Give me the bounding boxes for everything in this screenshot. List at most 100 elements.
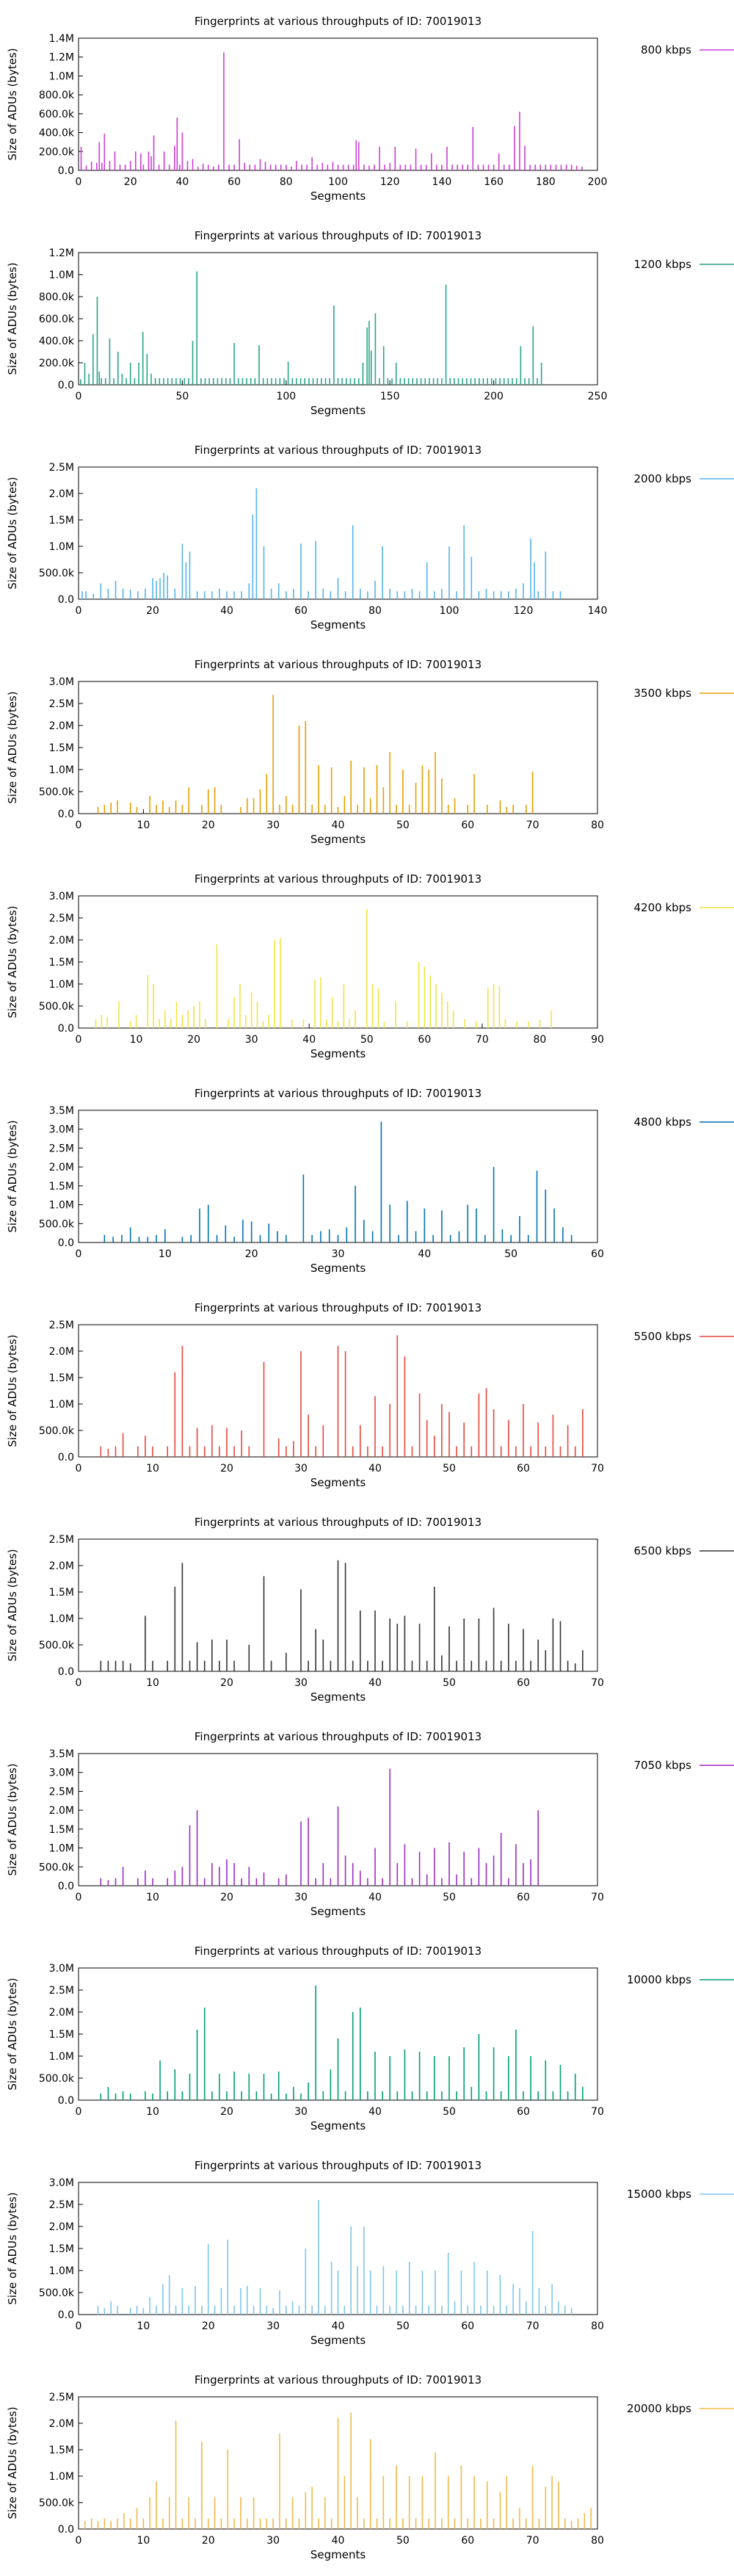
y-tick-label: 200.0k (39, 146, 75, 158)
chart-panel: Fingerprints at various throughputs of I… (0, 2144, 734, 2359)
y-axis-label: Size of ADUs (bytes) (6, 1763, 19, 1875)
y-tick-label: 500.0k (39, 2073, 75, 2085)
x-tick-label: 20 (124, 176, 137, 188)
y-axis-label: Size of ADUs (bytes) (6, 1120, 19, 1232)
x-axis-label: Segments (310, 2548, 366, 2561)
y-tick-label: 2.5M (49, 462, 74, 474)
x-tick-label: 50 (443, 1463, 456, 1475)
x-tick-label: 50 (360, 1034, 374, 1046)
x-tick-label: 0 (76, 605, 82, 617)
x-tick-label: 20 (146, 605, 159, 617)
y-tick-label: 1.5M (49, 957, 74, 969)
x-tick-label: 20 (202, 2320, 215, 2332)
y-tick-label: 0.0 (58, 1237, 74, 1249)
x-tick-label: 0 (76, 176, 82, 188)
plot-frame (78, 895, 598, 1029)
x-tick-label: 0 (76, 1892, 82, 1903)
y-tick-label: 3.0M (49, 1768, 74, 1779)
x-tick-label: 10 (146, 1677, 159, 1689)
chart-panel: Fingerprints at various throughputs of I… (0, 0, 734, 214)
y-tick-label: 0.0 (58, 1666, 74, 1678)
y-tick-label: 3.5M (49, 1748, 74, 1760)
y-tick-label: 3.0M (49, 891, 74, 902)
x-tick-label: 20 (220, 1677, 233, 1689)
y-tick-label: 1.0M (49, 1399, 74, 1411)
chart-title: Fingerprints at various throughputs of I… (195, 15, 482, 28)
x-tick-label: 80 (534, 1034, 547, 1046)
y-tick-label: 3.5M (49, 1105, 74, 1117)
y-tick-label: 1.5M (49, 2445, 74, 2456)
chart-title: Fingerprints at various throughputs of I… (195, 1944, 482, 1958)
y-tick-label: 500.0k (39, 1001, 75, 1013)
chart-svg: Fingerprints at various throughputs of I… (6, 1087, 734, 1275)
y-tick-label: 0.0 (58, 2309, 74, 2321)
y-axis-label: Size of ADUs (bytes) (6, 1334, 19, 1447)
x-tick-label: 10 (137, 2535, 150, 2547)
x-tick-label: 160 (484, 176, 504, 188)
x-axis-label: Segments (310, 2119, 366, 2132)
chart-title: Fingerprints at various throughputs of I… (195, 2373, 482, 2387)
x-tick-label: 80 (591, 2535, 604, 2547)
x-tick-label: 40 (418, 1248, 431, 1260)
x-axis-label: Segments (310, 189, 366, 203)
x-tick-label: 60 (517, 1677, 530, 1689)
x-axis-label: Segments (310, 618, 366, 632)
x-axis-label: Segments (310, 1905, 366, 1918)
chart-svg: Fingerprints at various throughputs of I… (6, 1301, 734, 1489)
y-tick-label: 1.0M (49, 2051, 74, 2063)
x-tick-label: 200 (588, 176, 608, 188)
x-tick-label: 80 (591, 2320, 604, 2332)
x-tick-label: 60 (517, 1892, 530, 1903)
y-tick-label: 1.0M (49, 269, 74, 281)
x-tick-label: 80 (280, 176, 293, 188)
chart-title: Fingerprints at various throughputs of I… (195, 1301, 482, 1314)
x-tick-label: 10 (137, 820, 150, 831)
y-axis-label: Size of ADUs (bytes) (6, 1978, 19, 2090)
x-tick-label: 0 (76, 2106, 82, 2118)
x-tick-label: 10 (146, 1463, 159, 1475)
legend-label: 15000 kbps (627, 2188, 691, 2201)
x-axis-label: Segments (310, 2334, 366, 2347)
y-tick-label: 800.0k (39, 292, 75, 303)
y-axis-label: Size of ADUs (bytes) (6, 905, 19, 1018)
x-tick-label: 50 (175, 391, 189, 402)
x-tick-label: 30 (294, 2106, 308, 2118)
y-tick-label: 2.5M (49, 2392, 74, 2403)
y-tick-label: 1.0M (49, 2265, 74, 2277)
y-axis-label: Size of ADUs (bytes) (6, 1549, 19, 1661)
chart-panel: Fingerprints at various throughputs of I… (0, 1501, 734, 1715)
x-tick-label: 70 (526, 2535, 539, 2547)
chart-panel: Fingerprints at various throughputs of I… (0, 643, 734, 858)
y-tick-label: 2.0M (49, 1805, 74, 1817)
y-tick-label: 0.0 (58, 380, 74, 391)
x-tick-label: 50 (443, 1892, 456, 1903)
x-tick-label: 180 (536, 176, 556, 188)
x-tick-label: 40 (220, 605, 233, 617)
x-tick-label: 50 (396, 2535, 410, 2547)
x-tick-label: 10 (137, 2320, 150, 2332)
y-tick-label: 0.0 (58, 1452, 74, 1464)
x-tick-label: 0 (76, 820, 82, 831)
y-tick-label: 800.0k (39, 90, 75, 101)
x-tick-label: 20 (202, 2535, 215, 2547)
x-tick-label: 30 (294, 1892, 308, 1903)
y-tick-label: 1.2M (49, 52, 74, 64)
x-tick-label: 50 (396, 820, 410, 831)
y-tick-label: 0.0 (58, 2095, 74, 2107)
x-axis-label: Segments (310, 1262, 366, 1275)
y-tick-label: 2.0M (49, 1560, 74, 1572)
x-tick-label: 30 (266, 820, 280, 831)
y-axis-label: Size of ADUs (bytes) (6, 477, 19, 589)
chart-svg: Fingerprints at various throughputs of I… (6, 1516, 734, 1704)
y-axis-label: Size of ADUs (bytes) (6, 48, 19, 160)
legend-label: 2000 kbps (634, 472, 692, 485)
chart-svg: Fingerprints at various throughputs of I… (6, 2373, 734, 2561)
chart-title: Fingerprints at various throughputs of I… (195, 229, 482, 242)
y-tick-label: 1.5M (49, 1587, 74, 1599)
x-tick-label: 70 (526, 820, 539, 831)
y-tick-label: 1.0M (49, 1843, 74, 1855)
y-tick-label: 400.0k (39, 128, 75, 140)
x-tick-label: 0 (76, 391, 82, 402)
x-tick-label: 0 (76, 1034, 82, 1046)
